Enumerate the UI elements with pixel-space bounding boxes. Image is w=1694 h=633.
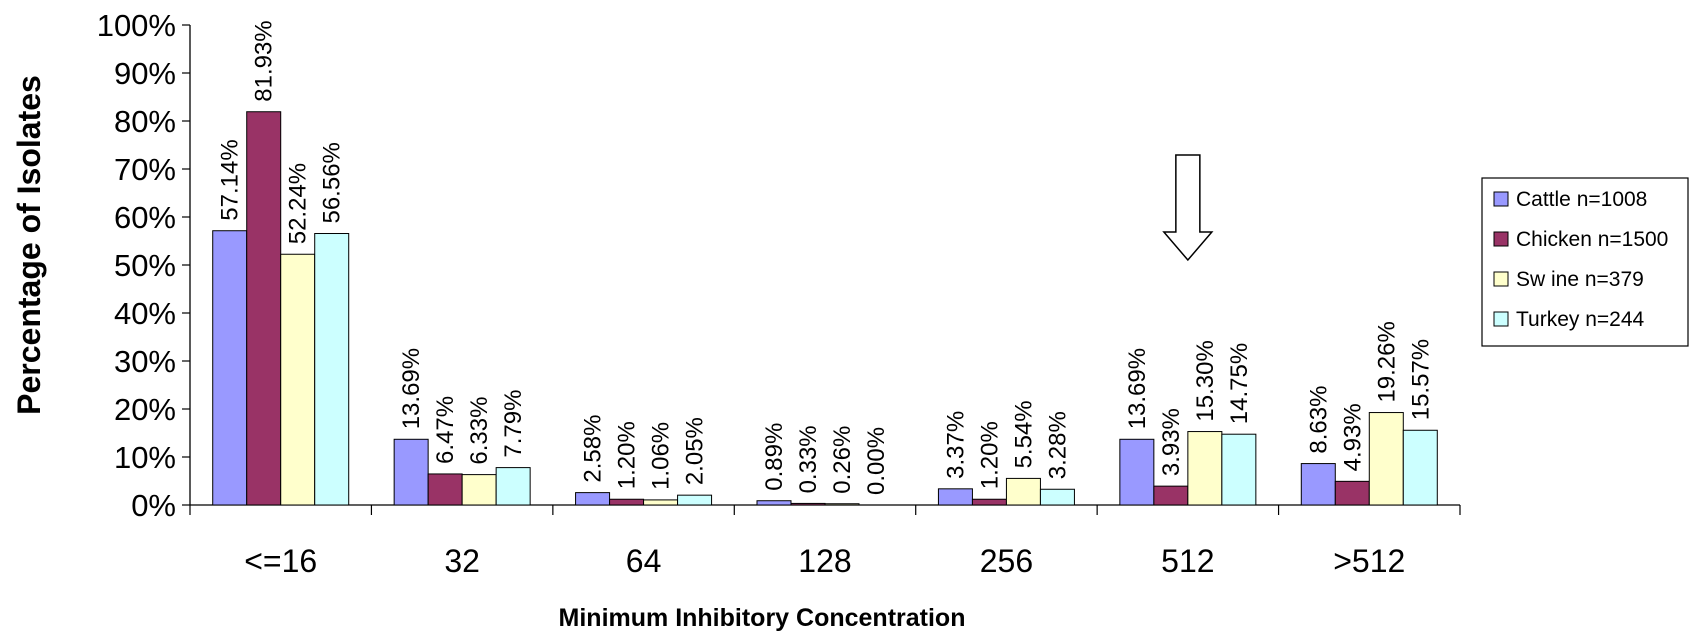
data-label: 3.37% bbox=[942, 411, 969, 479]
y-tick-label: 20% bbox=[114, 392, 176, 427]
data-label: 0.26% bbox=[829, 426, 856, 494]
legend-swatch bbox=[1493, 231, 1509, 247]
bar bbox=[643, 499, 679, 506]
legend-label: Cattle n=1008 bbox=[1516, 188, 1647, 211]
bars bbox=[212, 111, 1438, 506]
legend-label: Sw ine n=379 bbox=[1516, 268, 1644, 291]
y-tick-label: 80% bbox=[114, 104, 176, 139]
bar bbox=[280, 253, 316, 506]
bar bbox=[427, 473, 463, 506]
data-label: 14.75% bbox=[1226, 343, 1253, 424]
y-tick-label: 0% bbox=[131, 488, 176, 523]
bar bbox=[314, 233, 350, 506]
bar bbox=[971, 498, 1007, 506]
bar bbox=[1368, 412, 1404, 506]
down-arrow-icon bbox=[1162, 154, 1214, 262]
y-tick-label: 60% bbox=[114, 200, 176, 235]
y-axis: 0% 10% 20% 30% 40% 50% 60% 70% 80% 90% 100% bbox=[97, 8, 191, 523]
data-label: 57.14% bbox=[217, 139, 244, 220]
data-label: 52.24% bbox=[285, 163, 312, 244]
y-tick-label: 40% bbox=[114, 296, 176, 331]
legend: Cattle n=1008 Chicken n=1500 Sw ine n=379 T… bbox=[1481, 177, 1689, 347]
x-axis-title: Minimum Inhibitory Concentration bbox=[559, 604, 966, 632]
data-label: 3.28% bbox=[1044, 411, 1071, 479]
bar bbox=[790, 502, 826, 506]
y-tick-label: 100% bbox=[97, 8, 176, 43]
bar bbox=[1153, 485, 1189, 506]
legend-box bbox=[1481, 177, 1689, 347]
data-label: 1.06% bbox=[648, 422, 675, 490]
data-label: 19.26% bbox=[1373, 321, 1400, 402]
data-label: 7.79% bbox=[500, 390, 527, 458]
x-tick-label: <=16 bbox=[244, 543, 317, 579]
annotation-arrow bbox=[1162, 154, 1214, 262]
x-tick-label: 32 bbox=[444, 543, 480, 579]
x-axis: <=16 32 64 128 256 512 >512 bbox=[189, 504, 1461, 579]
y-tick-label: 70% bbox=[114, 152, 176, 187]
bar bbox=[1187, 431, 1223, 506]
data-label: 1.20% bbox=[614, 421, 641, 489]
data-label: 0.33% bbox=[795, 425, 822, 493]
legend-label: Turkey n=244 bbox=[1516, 308, 1645, 331]
x-tick-label: 256 bbox=[980, 543, 1033, 579]
y-tick-label: 50% bbox=[114, 248, 176, 283]
legend-swatch bbox=[1493, 271, 1509, 287]
data-label: 56.56% bbox=[319, 142, 346, 223]
data-label: 2.58% bbox=[580, 415, 607, 483]
data-label: 6.47% bbox=[432, 396, 459, 464]
data-label: 15.57% bbox=[1407, 339, 1434, 420]
data-label: 4.93% bbox=[1339, 403, 1366, 471]
data-label: 0.89% bbox=[761, 423, 788, 491]
bar bbox=[1300, 463, 1336, 506]
data-labels: 57.14% 81.93% 52.24% 56.56% 13.69% 6.47% 6.33%… bbox=[217, 20, 1435, 495]
bar bbox=[1334, 480, 1370, 506]
bar bbox=[1402, 429, 1438, 506]
bar bbox=[461, 474, 497, 506]
bar bbox=[575, 492, 611, 506]
bar bbox=[1119, 438, 1155, 506]
bar bbox=[393, 438, 429, 506]
bar bbox=[212, 230, 248, 506]
bar bbox=[609, 498, 645, 506]
bar bbox=[824, 503, 860, 506]
y-tick-label: 90% bbox=[114, 56, 176, 91]
y-axis-title: Percentage of Isolates bbox=[11, 75, 47, 415]
data-label: 13.69% bbox=[398, 348, 425, 429]
data-label: 5.54% bbox=[1010, 400, 1037, 468]
bar bbox=[756, 500, 792, 506]
bar bbox=[495, 467, 531, 506]
data-label: 6.33% bbox=[466, 397, 493, 465]
data-label: 13.69% bbox=[1124, 348, 1151, 429]
bar bbox=[677, 494, 713, 506]
data-label: 81.93% bbox=[251, 20, 278, 101]
data-label: 8.63% bbox=[1305, 386, 1332, 454]
bar bbox=[1005, 477, 1041, 506]
x-tick-label: 512 bbox=[1161, 543, 1214, 579]
data-label: 3.93% bbox=[1158, 408, 1185, 476]
bar bbox=[937, 488, 973, 506]
data-label: 0.00% bbox=[863, 427, 890, 495]
x-tick-label: 64 bbox=[626, 543, 662, 579]
legend-label: Chicken n=1500 bbox=[1516, 228, 1668, 251]
data-label: 1.20% bbox=[976, 421, 1003, 489]
x-tick-label: >512 bbox=[1333, 543, 1405, 579]
data-label: 15.30% bbox=[1192, 340, 1219, 421]
bar bbox=[1039, 488, 1075, 506]
y-tick-label: 10% bbox=[114, 440, 176, 475]
x-tick-label: 128 bbox=[798, 543, 851, 579]
bar bbox=[1221, 433, 1257, 506]
legend-swatch bbox=[1493, 311, 1509, 327]
y-tick-label: 30% bbox=[114, 344, 176, 379]
data-label: 2.05% bbox=[682, 417, 709, 485]
bar bbox=[246, 111, 282, 506]
legend-swatch bbox=[1493, 191, 1509, 207]
